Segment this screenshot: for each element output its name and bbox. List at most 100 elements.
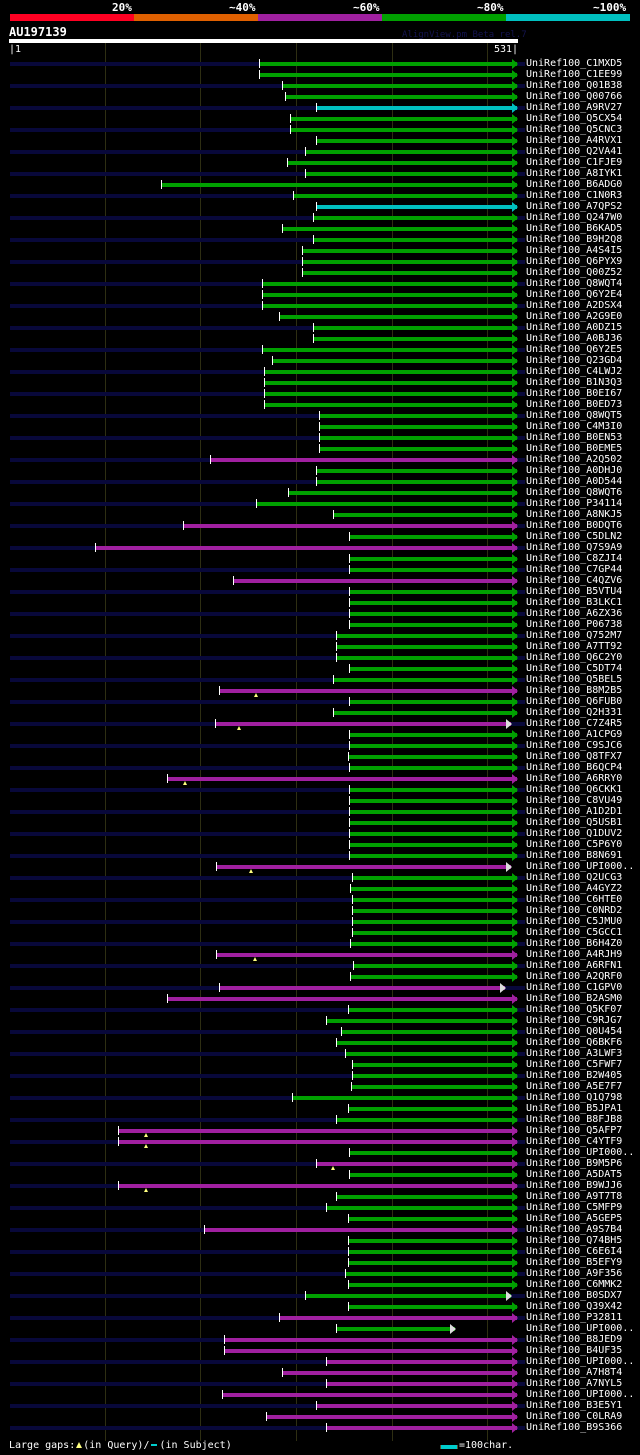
alignment-bar[interactable] [288,491,517,495]
hit-label[interactable]: UniRef100_A7QPS2 [526,201,623,212]
alignment-bar[interactable] [95,546,517,550]
hit-label[interactable]: UniRef100_Q00766 [526,91,623,102]
alignment-bar[interactable] [316,480,517,484]
alignment-bar[interactable] [224,1349,517,1353]
alignment-bar[interactable] [352,1063,517,1067]
hit-label[interactable]: UniRef100_Q8WQT6 [526,487,623,498]
alignment-bar[interactable] [344,1052,517,1056]
alignment-bar[interactable] [266,1415,517,1419]
hit-label[interactable]: UniRef100_UPI000.. [526,1147,635,1158]
hit-label[interactable]: UniRef100_B5VTU4 [526,586,623,597]
alignment-bar[interactable] [118,1129,517,1133]
alignment-bar[interactable] [316,106,517,110]
alignment-bar[interactable] [218,986,505,990]
alignment-bar[interactable] [352,909,517,913]
alignment-bar[interactable] [261,304,517,308]
hit-label[interactable]: UniRef100_B0SDX7 [526,1290,623,1301]
hit-label[interactable]: UniRef100_A1CPG9 [526,729,623,740]
alignment-bar[interactable] [316,205,517,209]
hit-label[interactable]: UniRef100_C9SJC6 [526,740,623,751]
hit-label[interactable]: UniRef100_C4LWJ2 [526,366,623,377]
alignment-bar[interactable] [301,249,517,253]
alignment-bar[interactable] [348,843,517,847]
hit-label[interactable]: UniRef100_A9S7B4 [526,1224,623,1235]
hit-label[interactable]: UniRef100_C5JMU0 [526,916,623,927]
hit-label[interactable]: UniRef100_Q1Q798 [526,1092,623,1103]
alignment-bar[interactable] [318,447,517,451]
alignment-bar[interactable] [255,502,517,506]
hit-label[interactable]: UniRef100_C1FJE9 [526,157,623,168]
hit-label[interactable]: UniRef100_A5E7F7 [526,1081,623,1092]
alignment-bar[interactable] [348,821,517,825]
hit-label[interactable]: UniRef100_B6QCP4 [526,762,623,773]
hit-label[interactable]: UniRef100_C1MXD5 [526,58,623,69]
hit-label[interactable]: UniRef100_C7GP44 [526,564,623,575]
hit-label[interactable]: UniRef100_A0DZ15 [526,322,623,333]
alignment-bar[interactable] [348,810,517,814]
hit-label[interactable]: UniRef100_A5DAT5 [526,1169,623,1180]
alignment-bar[interactable] [347,1217,517,1221]
alignment-bar[interactable] [290,128,517,132]
hit-label[interactable]: UniRef100_C4QZV6 [526,575,623,586]
hit-label[interactable]: UniRef100_C7Z4R5 [526,718,623,729]
hit-label[interactable]: UniRef100_B0EME5 [526,443,623,454]
alignment-bar[interactable] [353,964,517,968]
alignment-bar[interactable] [348,557,517,561]
hit-label[interactable]: UniRef100_B6H4Z0 [526,938,623,949]
alignment-bar[interactable] [290,117,517,121]
alignment-bar[interactable] [347,1250,517,1254]
hit-label[interactable]: UniRef100_A8IYK1 [526,168,623,179]
hit-label[interactable]: UniRef100_A6RFN1 [526,960,623,971]
hit-label[interactable]: UniRef100_P32811 [526,1312,623,1323]
alignment-bar[interactable] [340,1030,517,1034]
hit-label[interactable]: UniRef100_C0NRD2 [526,905,623,916]
hit-label[interactable]: UniRef100_C5P6Y0 [526,839,623,850]
hit-label[interactable]: UniRef100_C0LRA9 [526,1411,623,1422]
alignment-bar[interactable] [348,733,517,737]
alignment-bar[interactable] [348,1151,517,1155]
hit-label[interactable]: UniRef100_Q5USB1 [526,817,623,828]
alignment-bar[interactable] [281,227,517,231]
alignment-bar[interactable] [318,414,517,418]
hit-label[interactable]: UniRef100_C4YTF9 [526,1136,623,1147]
hit-label[interactable]: UniRef100_Q8WQT5 [526,410,623,421]
hit-label[interactable]: UniRef100_B8N691 [526,850,623,861]
hit-label[interactable]: UniRef100_Q6Y2E5 [526,344,623,355]
hit-label[interactable]: UniRef100_A0D544 [526,476,623,487]
alignment-bar[interactable] [348,1173,517,1177]
hit-label[interactable]: UniRef100_C5GCC1 [526,927,623,938]
alignment-bar[interactable] [304,1294,512,1298]
hit-label[interactable]: UniRef100_Q5CX54 [526,113,623,124]
hit-label[interactable]: UniRef100_C1N0R3 [526,190,623,201]
hit-label[interactable]: UniRef100_UPI000.. [526,861,635,872]
alignment-bar[interactable] [301,271,517,275]
alignment-bar[interactable] [313,238,517,242]
alignment-bar[interactable] [301,260,517,264]
alignment-bar[interactable] [336,1118,517,1122]
alignment-bar[interactable] [325,1019,517,1023]
alignment-bar[interactable] [278,1316,517,1320]
hit-label[interactable]: UniRef100_B1N3Q3 [526,377,623,388]
hit-label[interactable]: UniRef100_Q5AFP7 [526,1125,623,1136]
hit-label[interactable]: UniRef100_C5DLN2 [526,531,623,542]
alignment-bar[interactable] [118,1140,517,1144]
alignment-bar[interactable] [313,337,517,341]
alignment-bar[interactable] [348,788,517,792]
hit-label[interactable]: UniRef100_Q7S9A9 [526,542,623,553]
hit-label[interactable]: UniRef100_Q2VA41 [526,146,623,157]
hit-label[interactable]: UniRef100_A7NYL5 [526,1378,623,1389]
alignment-bar[interactable] [318,425,517,429]
hit-label[interactable]: UniRef100_A9T7T8 [526,1191,623,1202]
alignment-bar[interactable] [348,854,517,858]
alignment-bar[interactable] [348,799,517,803]
alignment-bar[interactable] [316,1162,517,1166]
alignment-bar[interactable] [264,381,517,385]
alignment-bar[interactable] [281,1371,517,1375]
hit-label[interactable]: UniRef100_Q8TFX7 [526,751,623,762]
hit-label[interactable]: UniRef100_Q00Z52 [526,267,623,278]
alignment-bar[interactable] [348,601,517,605]
alignment-bar[interactable] [348,612,517,616]
alignment-bar[interactable] [183,524,517,528]
hit-label[interactable]: UniRef100_Q5BEL5 [526,674,623,685]
hit-label[interactable]: UniRef100_Q6Y2E4 [526,289,623,300]
